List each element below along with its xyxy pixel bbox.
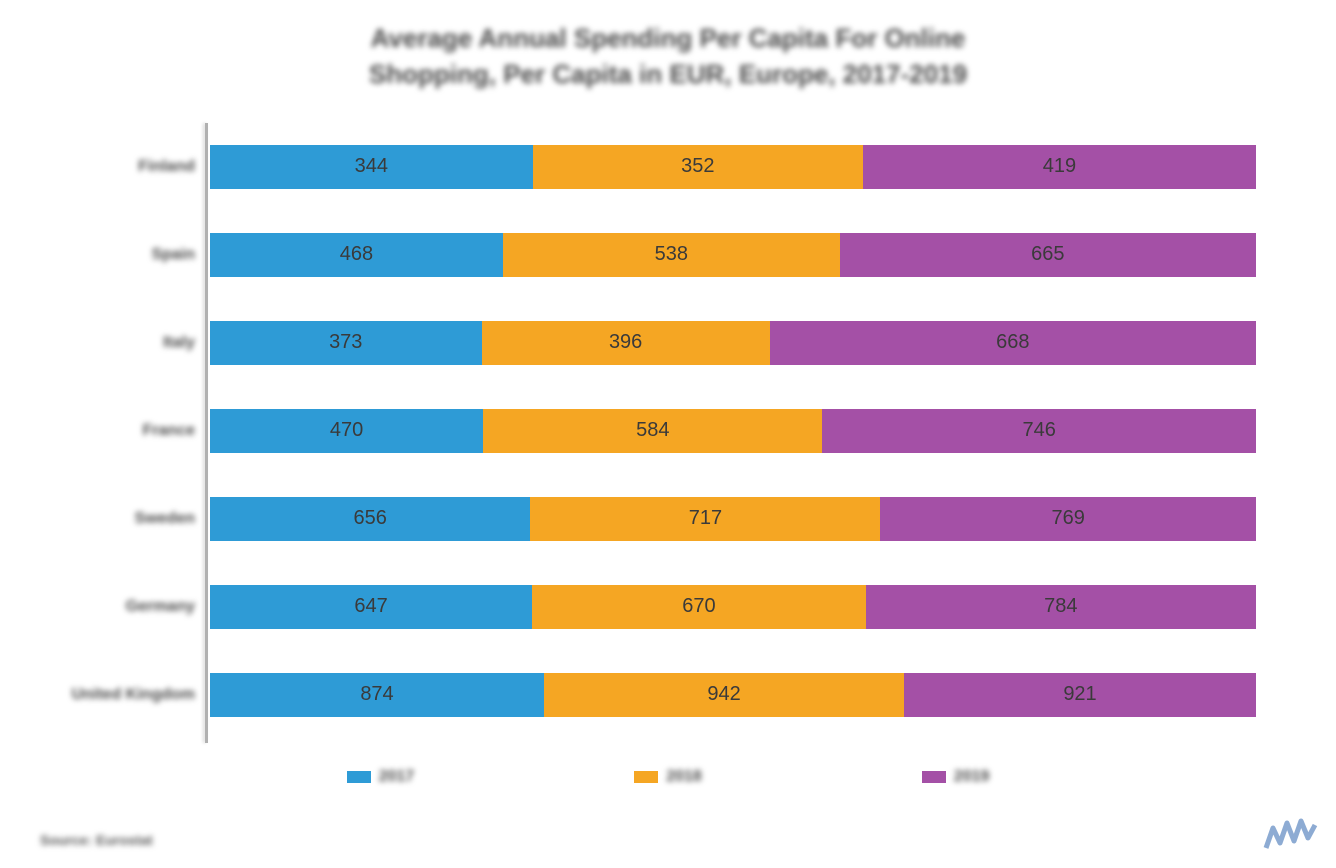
bar-track: 647670784 [210, 585, 1256, 629]
legend-swatch [347, 771, 371, 783]
bar-segment: 942 [544, 673, 904, 717]
chart-row: Sweden656717769 [210, 475, 1256, 563]
source-attribution: Source: Eurostat [40, 832, 153, 848]
category-label: Italy [35, 334, 195, 352]
chart-row: France470584746 [210, 387, 1256, 475]
chart-row: Italy373396668 [210, 299, 1256, 387]
bar-segment: 746 [822, 409, 1256, 453]
bar-segment: 656 [210, 497, 530, 541]
bar-segment: 874 [210, 673, 544, 717]
bar-segment: 769 [880, 497, 1256, 541]
chart-row: Germany647670784 [210, 563, 1256, 651]
chart-row: United Kingdom874942921 [210, 651, 1256, 739]
bar-segment: 921 [904, 673, 1256, 717]
category-label: Spain [35, 246, 195, 264]
bar-track: 874942921 [210, 673, 1256, 717]
bar-segment: 538 [503, 233, 840, 277]
legend-swatch [922, 771, 946, 783]
watermark-logo [1261, 813, 1321, 858]
bar-segment: 668 [770, 321, 1256, 365]
bar-segment: 468 [210, 233, 503, 277]
bar-segment: 396 [482, 321, 770, 365]
bar-segment: 647 [210, 585, 532, 629]
bar-segment: 665 [840, 233, 1256, 277]
category-label: Germany [35, 598, 195, 616]
legend-swatch [634, 771, 658, 783]
y-axis-line [205, 123, 208, 743]
chart-row: Spain468538665 [210, 211, 1256, 299]
bar-segment: 344 [210, 145, 533, 189]
legend-label: 2018 [666, 768, 702, 786]
bar-track: 656717769 [210, 497, 1256, 541]
chart-title-line1: Average Annual Spending Per Capita For O… [40, 20, 1296, 56]
legend-label: 2017 [379, 768, 415, 786]
category-label: Sweden [35, 510, 195, 528]
bar-segment: 470 [210, 409, 483, 453]
bar-track: 468538665 [210, 233, 1256, 277]
chart-title-line2: Shopping, Per Capita in EUR, Europe, 201… [40, 56, 1296, 92]
legend-item: 2018 [634, 768, 702, 786]
bar-segment: 584 [483, 409, 822, 453]
bar-track: 373396668 [210, 321, 1256, 365]
bar-track: 344352419 [210, 145, 1256, 189]
bar-segment: 717 [530, 497, 880, 541]
bar-segment: 352 [533, 145, 863, 189]
chart-plot-area: Finland344352419Spain468538665Italy37339… [210, 123, 1256, 743]
bar-segment: 373 [210, 321, 482, 365]
category-label: United Kingdom [35, 686, 195, 704]
chart-row: Finland344352419 [210, 123, 1256, 211]
legend-item: 2017 [347, 768, 415, 786]
category-label: Finland [35, 158, 195, 176]
bar-segment: 419 [863, 145, 1256, 189]
bar-segment: 784 [866, 585, 1256, 629]
legend-item: 2019 [922, 768, 990, 786]
bar-track: 470584746 [210, 409, 1256, 453]
legend-label: 2019 [954, 768, 990, 786]
chart-title: Average Annual Spending Per Capita For O… [40, 20, 1296, 93]
legend: 2017 2018 2019 [40, 768, 1296, 786]
category-label: France [35, 422, 195, 440]
bar-segment: 670 [532, 585, 866, 629]
